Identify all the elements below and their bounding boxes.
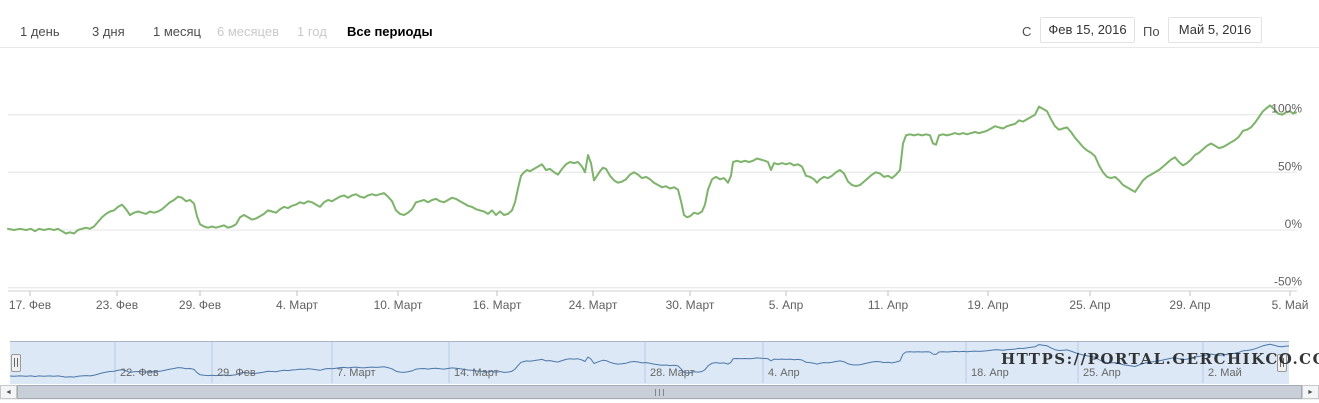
x-axis-label: 19. Апр — [967, 298, 1009, 312]
y-axis-label: 50% — [1278, 159, 1302, 173]
navigator-plot: 22. Фев 29. Фев 7. Март 14. Март 28. Март 4. … — [10, 342, 1289, 383]
x-axis-label: 5. Май — [1272, 298, 1309, 312]
range-button-6months: 6 месяцев — [217, 24, 279, 39]
scrollbar-left-arrow-icon[interactable]: ◄ — [0, 385, 17, 399]
price-line — [7, 104, 1297, 235]
x-axis-label: 29. Фев — [179, 298, 221, 312]
y-axis-label: 0% — [1285, 217, 1303, 231]
navigator-label: 4. Апр — [768, 367, 800, 379]
range-button-1year: 1 год — [297, 24, 327, 39]
main-chart-plot: 17. Фев 23. Фев 29. Фев 4. Март 10. Март 16. … — [7, 102, 1309, 312]
date-to-input[interactable]: Май 5, 2016 — [1168, 17, 1262, 43]
x-axis-label: 5. Апр — [769, 298, 804, 312]
navigator-line — [10, 343, 1289, 378]
range-toolbar: 1 день 3 дня 1 месяц 6 месяцев 1 год Все… — [0, 0, 1319, 48]
x-axis-label: 25. Апр — [1069, 298, 1111, 312]
x-axis-label: 4. Март — [276, 298, 319, 312]
navigator-right-handle[interactable] — [1277, 354, 1287, 372]
scrollbar-right-arrow-icon[interactable]: ► — [1302, 385, 1319, 399]
navigator[interactable]: 22. Фев 29. Фев 7. Март 14. Март 28. Март 4. … — [10, 341, 1289, 384]
navigator-label: 22. Фев — [120, 367, 159, 379]
y-axis-label: -50% — [1274, 275, 1302, 289]
date-to-label: По — [1143, 24, 1160, 39]
watermark-url: HTTPS://PORTAL.GERCHIKCO.COM/ — [1001, 350, 1319, 368]
date-from-label: С — [1022, 24, 1032, 39]
range-button-3days[interactable]: 3 дня — [92, 24, 125, 39]
navigator-left-handle[interactable] — [11, 354, 21, 372]
x-axis-label: 17. Фев — [9, 298, 51, 312]
horizontal-scrollbar[interactable]: ◄ ► — [0, 385, 1319, 400]
x-axis-label: 29. Апр — [1169, 298, 1211, 312]
navigator-label: 7. Март — [337, 367, 376, 379]
x-axis-label: 30. Март — [666, 298, 715, 312]
scrollbar-thumb[interactable] — [17, 385, 1302, 399]
x-axis-label: 11. Апр — [868, 298, 909, 312]
range-button-1day[interactable]: 1 день — [20, 24, 60, 39]
navigator-label: 25. Апр — [1083, 367, 1121, 379]
range-button-all[interactable]: Все периоды — [347, 24, 433, 39]
navigator-label: 18. Апр — [971, 367, 1009, 379]
x-axis-label: 16. Март — [473, 298, 522, 312]
navigator-label: 29. Фев — [217, 367, 256, 379]
range-button-1month[interactable]: 1 месяц — [153, 24, 201, 39]
scrollbar-grip-icon — [654, 389, 664, 396]
navigator-label: 2. Май — [1208, 367, 1242, 379]
navigator-label: 28. Март — [650, 367, 695, 379]
x-axis-label: 23. Фев — [96, 298, 138, 312]
x-axis-label: 10. Март — [374, 298, 423, 312]
date-from-input[interactable]: Фев 15, 2016 — [1040, 17, 1135, 43]
x-axis-label: 24. Март — [569, 298, 618, 312]
y-axis-label: 100% — [1271, 102, 1302, 116]
navigator-label: 14. Март — [454, 367, 499, 379]
